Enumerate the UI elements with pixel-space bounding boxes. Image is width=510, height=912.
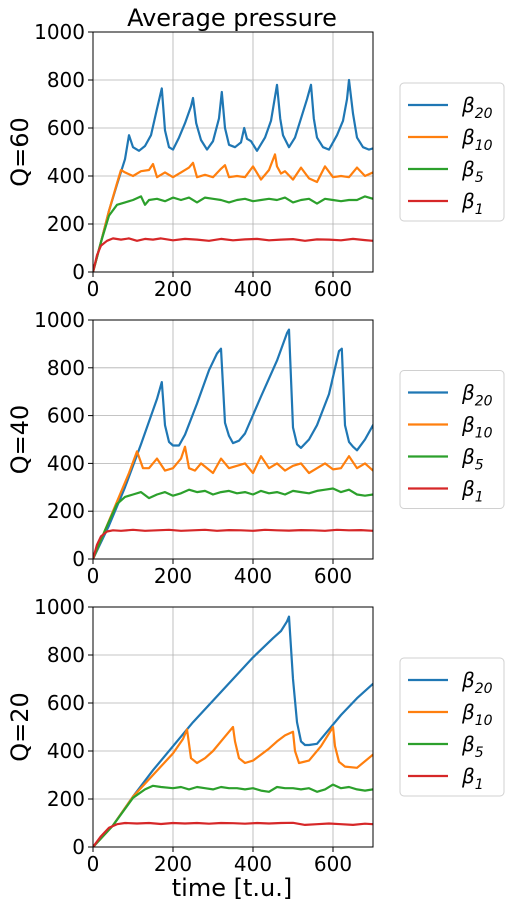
y-tick-label: 600 [47, 404, 85, 428]
series-line-b5 [93, 783, 373, 847]
y-tick-label: 0 [72, 835, 85, 859]
series-line-b1 [93, 821, 373, 847]
y-axis-label: Q=40 [6, 405, 34, 475]
x-tick-label: 0 [87, 277, 100, 301]
series-line-b10 [93, 153, 373, 272]
x-tick-label: 200 [154, 852, 192, 876]
x-axis-label: time [t.u.] [172, 874, 292, 902]
series-group [93, 78, 373, 272]
figure-title: Average pressure [127, 4, 337, 32]
legend-box [399, 657, 505, 797]
x-tick-label: 200 [154, 277, 192, 301]
series-line-b20 [93, 328, 373, 559]
y-tick-label: 200 [47, 499, 85, 523]
series-group [93, 328, 373, 559]
plot-frame [92, 31, 374, 273]
y-tick-label: 800 [47, 356, 85, 380]
y-tick-label: 800 [47, 68, 85, 92]
y-tick-label: 600 [47, 116, 85, 140]
x-tick-label: 0 [87, 852, 100, 876]
y-axis-label: Q=60 [6, 117, 34, 187]
plot-frame [92, 606, 374, 848]
y-tick-label: 0 [72, 547, 85, 571]
y-tick-label: 200 [47, 787, 85, 811]
y-tick-label: 1000 [34, 308, 85, 332]
y-tick-label: 400 [47, 164, 85, 188]
series-line-b5 [93, 487, 373, 559]
panel-1: 0 200 400 600 0 200 400 600 800 1000 Q=60 β20β10β5β… [6, 20, 505, 301]
series-line-b1 [93, 237, 373, 272]
x-tick-label: 600 [314, 277, 352, 301]
x-tick-label: 200 [154, 564, 192, 588]
x-tick-label: 0 [87, 564, 100, 588]
plot-frame [92, 319, 374, 560]
x-tick-label: 600 [314, 852, 352, 876]
y-tick-label: 1000 [34, 595, 85, 619]
x-tick-label: 400 [234, 564, 272, 588]
series-line-b20 [93, 615, 373, 847]
series-group [93, 615, 373, 847]
y-tick-label: 200 [47, 212, 85, 236]
y-tick-label: 1000 [34, 20, 85, 44]
y-axis-label: Q=20 [6, 692, 34, 762]
series-line-b10 [93, 725, 373, 847]
y-tick-label: 400 [47, 739, 85, 763]
y-tick-label: 600 [47, 691, 85, 715]
y-tick-label: 400 [47, 451, 85, 475]
series-line-b5 [93, 195, 373, 272]
x-tick-label: 600 [314, 564, 352, 588]
series-line-b10 [93, 445, 373, 559]
panel-3: 0 200 400 600 0 200 400 600 800 1000 Q=20 β20β10β5β… [6, 595, 505, 876]
x-tick-label: 400 [234, 852, 272, 876]
y-tick-label: 0 [72, 260, 85, 284]
y-tick-label: 800 [47, 643, 85, 667]
legend-box [399, 370, 505, 509]
series-line-b1 [93, 528, 373, 559]
series-line-b20 [93, 78, 373, 272]
panels: 0 200 400 600 0 200 400 600 800 1000 Q=60 β20β10β5β… [6, 20, 505, 876]
panel-2: 0 200 400 600 0 200 400 600 800 1000 Q=40 β20β10β5β… [6, 308, 505, 588]
legend-box [399, 82, 505, 222]
x-tick-label: 400 [234, 277, 272, 301]
